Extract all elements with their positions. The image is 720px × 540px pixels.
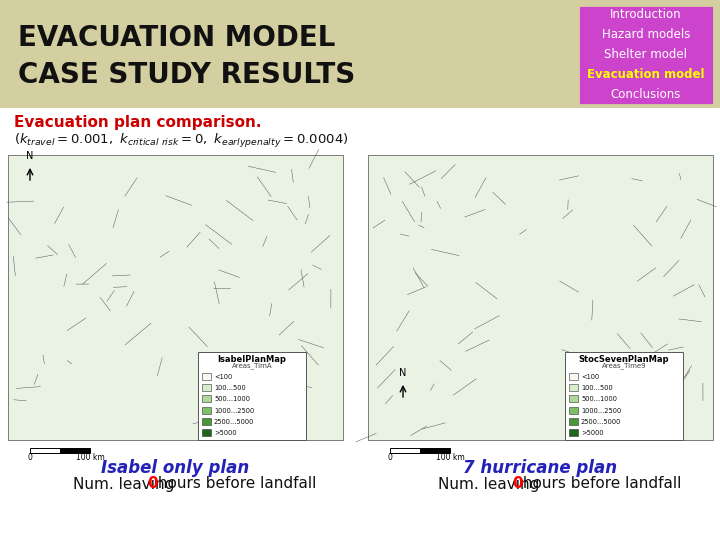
Text: 0: 0: [147, 476, 158, 491]
Text: 0: 0: [27, 454, 32, 462]
Text: 7 hurricane plan: 7 hurricane plan: [464, 459, 618, 477]
Text: 100...500: 100...500: [581, 385, 613, 391]
Text: >5000: >5000: [581, 430, 603, 436]
Text: Evacuation model: Evacuation model: [588, 69, 705, 82]
Text: N: N: [27, 151, 34, 161]
Text: Hazard models: Hazard models: [602, 29, 690, 42]
Bar: [60, 448, 90, 453]
Text: Num. leaving: Num. leaving: [438, 476, 544, 491]
Bar: [0, 108, 720, 540]
Text: hours before landfall: hours before landfall: [518, 476, 681, 491]
Bar: [569, 407, 578, 414]
Text: 100 km: 100 km: [436, 454, 464, 462]
Text: >5000: >5000: [214, 430, 237, 436]
Bar: [569, 373, 578, 380]
Text: 500...1000: 500...1000: [214, 396, 250, 402]
Text: 2500...5000: 2500...5000: [214, 419, 254, 425]
Bar: [569, 418, 578, 425]
Bar: [202, 384, 211, 391]
Text: 100...500: 100...500: [214, 385, 246, 391]
Bar: [30, 448, 60, 453]
Text: Introduction: Introduction: [610, 9, 682, 22]
Text: CASE STUDY RESULTS: CASE STUDY RESULTS: [18, 61, 355, 89]
Text: IsabelPlanMap: IsabelPlanMap: [217, 354, 287, 363]
Bar: [202, 373, 211, 380]
Bar: [569, 384, 578, 391]
Text: Conclusions: Conclusions: [611, 89, 681, 102]
Bar: [569, 429, 578, 436]
Bar: [202, 418, 211, 425]
Bar: [202, 395, 211, 402]
Bar: [420, 448, 450, 453]
Text: 500...1000: 500...1000: [581, 396, 617, 402]
Text: 1000...2500: 1000...2500: [214, 408, 254, 414]
Text: Evacuation plan comparison.: Evacuation plan comparison.: [14, 114, 261, 130]
Text: hours before landfall: hours before landfall: [153, 476, 316, 491]
Text: 0: 0: [387, 454, 392, 462]
Text: Isabel only plan: Isabel only plan: [102, 459, 250, 477]
Text: N: N: [400, 368, 407, 378]
Bar: [198, 352, 306, 440]
Bar: [202, 407, 211, 414]
Text: Num. leaving: Num. leaving: [73, 476, 179, 491]
Bar: [578, 5, 714, 105]
Bar: [565, 352, 683, 440]
Bar: [368, 155, 713, 440]
Bar: [390, 448, 420, 453]
Text: $(k_{travel}=0.001,\ k_{critical\ risk}=0,\ k_{earlypenalty}=0.0004)$: $(k_{travel}=0.001,\ k_{critical\ risk}=…: [14, 132, 348, 150]
Text: 1000...2500: 1000...2500: [581, 408, 621, 414]
Text: StocSevenPlanMap: StocSevenPlanMap: [579, 354, 670, 363]
Bar: [8, 155, 343, 440]
Text: Shelter model: Shelter model: [605, 49, 688, 62]
Text: 2500...5000: 2500...5000: [581, 419, 621, 425]
Text: <100: <100: [581, 374, 599, 380]
Text: Areas_Time9: Areas_Time9: [602, 363, 647, 369]
Text: <100: <100: [214, 374, 233, 380]
Text: 0: 0: [512, 476, 523, 491]
Bar: [569, 395, 578, 402]
Text: 100 km: 100 km: [76, 454, 104, 462]
Text: EVACUATION MODEL: EVACUATION MODEL: [18, 24, 336, 52]
Text: Areas_TimA: Areas_TimA: [232, 363, 272, 369]
Bar: [202, 429, 211, 436]
